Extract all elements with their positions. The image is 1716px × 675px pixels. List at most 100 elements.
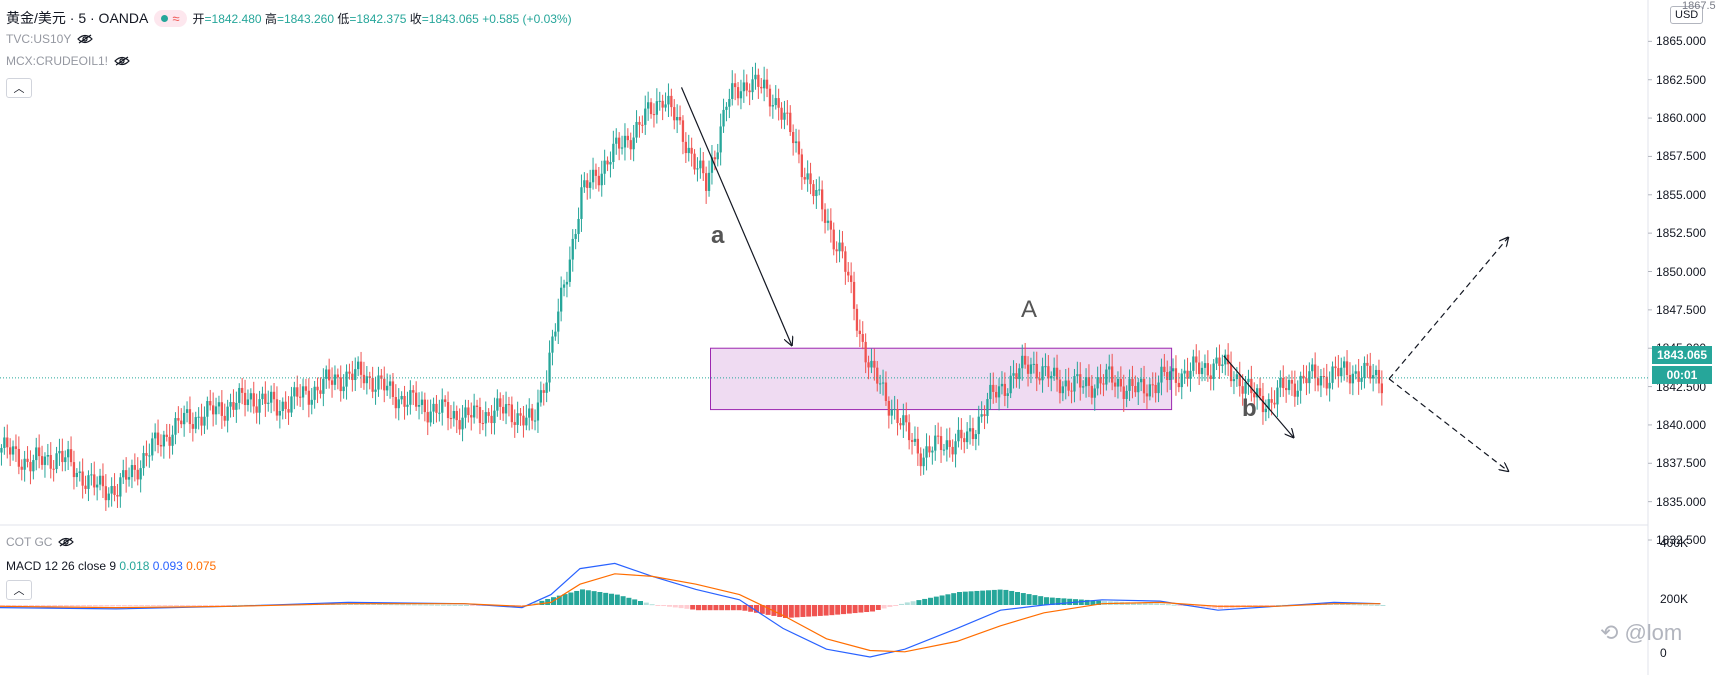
symbol-name[interactable]: 黄金/美元 · 5 · OANDA bbox=[6, 10, 149, 26]
candle-body bbox=[61, 450, 64, 463]
candle-body bbox=[780, 107, 783, 120]
candle-body bbox=[493, 410, 496, 424]
candle-body bbox=[412, 390, 415, 393]
candle-body bbox=[908, 422, 911, 441]
candle-body bbox=[855, 308, 859, 331]
candle-body bbox=[1148, 384, 1151, 397]
macd-hist-bar bbox=[1264, 605, 1270, 606]
candle-body bbox=[467, 407, 470, 416]
countdown-label: 00:01 bbox=[1652, 366, 1712, 384]
macd-hist-bar bbox=[423, 604, 429, 606]
candle-body bbox=[1311, 364, 1314, 372]
candle-body bbox=[78, 471, 81, 473]
macd-hist-bar bbox=[168, 605, 174, 606]
market-status-pill[interactable]: ≈ bbox=[154, 9, 187, 27]
candle-body bbox=[1113, 382, 1117, 387]
candle-body bbox=[328, 369, 331, 381]
macd-hist-bar bbox=[556, 595, 562, 605]
candle-body bbox=[159, 444, 163, 447]
candle-body bbox=[386, 385, 389, 391]
candle-body bbox=[1084, 377, 1088, 387]
eye-hidden-icon[interactable] bbox=[58, 537, 75, 547]
candle-body bbox=[1227, 354, 1230, 365]
macd-hist-bar bbox=[1096, 600, 1102, 605]
macd-hist-bar bbox=[1078, 599, 1084, 605]
candle-body bbox=[531, 408, 534, 421]
candle-body bbox=[652, 114, 656, 116]
candle-body bbox=[881, 382, 885, 384]
macd-legend[interactable]: MACD 12 26 close 9 0.018 0.093 0.075 bbox=[6, 559, 216, 573]
candle-body bbox=[1108, 366, 1111, 370]
candle-body bbox=[1334, 366, 1337, 369]
price-tick-label: 1860.000 bbox=[1656, 111, 1707, 126]
candle-body bbox=[278, 411, 281, 416]
candle-body bbox=[603, 160, 606, 174]
candle-body bbox=[449, 418, 453, 420]
macd-hist-bar bbox=[597, 592, 603, 605]
candle-body bbox=[75, 472, 78, 478]
collapse-legend-button[interactable]: ︿ bbox=[6, 78, 32, 98]
candle-body bbox=[545, 382, 548, 393]
candle-body bbox=[960, 429, 963, 439]
collapse-macd-button[interactable]: ︿ bbox=[6, 580, 32, 600]
macd-hist-bar bbox=[788, 605, 794, 618]
candle-body bbox=[771, 105, 774, 107]
macd-hist-bar bbox=[1200, 605, 1206, 608]
candle-body bbox=[562, 284, 566, 288]
price-tick-label: 1832.500 bbox=[1656, 533, 1707, 547]
candle-body bbox=[957, 429, 960, 442]
macd-hist-bar bbox=[435, 604, 440, 606]
candle-body bbox=[1279, 378, 1282, 388]
macd-hist-bar bbox=[719, 605, 725, 611]
eye-hidden-icon[interactable] bbox=[114, 56, 130, 66]
candle-body bbox=[638, 121, 641, 125]
currency-badge[interactable]: USD bbox=[1670, 6, 1704, 24]
cot-legend[interactable]: COT GC bbox=[6, 535, 75, 549]
candle-body bbox=[673, 107, 676, 121]
candle-body bbox=[1200, 367, 1204, 375]
candle-body bbox=[951, 446, 954, 455]
candle-body bbox=[948, 440, 951, 447]
macd-hist-bar bbox=[1067, 598, 1073, 605]
macd-hist-bar bbox=[452, 604, 458, 606]
candle-body bbox=[722, 109, 725, 127]
candle-body bbox=[632, 137, 635, 150]
candle-body bbox=[913, 438, 917, 442]
eye-hidden-icon[interactable] bbox=[77, 34, 94, 44]
projection-down-arrow bbox=[1388, 378, 1508, 471]
overlay-crudeoil[interactable]: MCX:CRUDEOIL1! bbox=[6, 54, 130, 68]
annotation-A[interactable]: A bbox=[1021, 296, 1038, 323]
candle-body bbox=[803, 177, 806, 180]
candle-body bbox=[475, 405, 479, 408]
overlay-us10y[interactable]: TVC:US10Y bbox=[6, 32, 94, 46]
annotation-a[interactable]: a bbox=[711, 222, 725, 249]
candle-body bbox=[719, 126, 722, 153]
annotation-b[interactable]: b bbox=[1242, 395, 1257, 422]
candle-body bbox=[1203, 363, 1207, 368]
candle-body bbox=[481, 422, 484, 424]
candle-body bbox=[1287, 380, 1291, 391]
candle-body bbox=[777, 98, 780, 108]
candle-body bbox=[333, 374, 337, 385]
macd-hist-bar bbox=[5, 605, 11, 607]
candle-body bbox=[847, 271, 850, 276]
candle-body bbox=[815, 190, 818, 197]
candle-body bbox=[206, 401, 209, 417]
candle-body bbox=[1093, 388, 1096, 398]
macd-hist-bar bbox=[951, 593, 957, 605]
macd-hist-bar bbox=[620, 596, 626, 605]
price-tick-label: 1847.500 bbox=[1656, 302, 1707, 317]
macd-hist-bar bbox=[1177, 605, 1183, 606]
candle-body bbox=[876, 367, 879, 384]
macd-hist-bar bbox=[133, 605, 139, 607]
macd-hist-bar bbox=[603, 592, 609, 605]
candle-body bbox=[272, 391, 276, 400]
candle-body bbox=[580, 187, 583, 219]
macd-hist-bar bbox=[417, 604, 423, 606]
candle-body bbox=[1032, 363, 1035, 365]
candle-body bbox=[504, 404, 508, 414]
candle-body bbox=[67, 449, 70, 458]
candle-body bbox=[937, 435, 940, 437]
candle-body bbox=[438, 412, 441, 414]
